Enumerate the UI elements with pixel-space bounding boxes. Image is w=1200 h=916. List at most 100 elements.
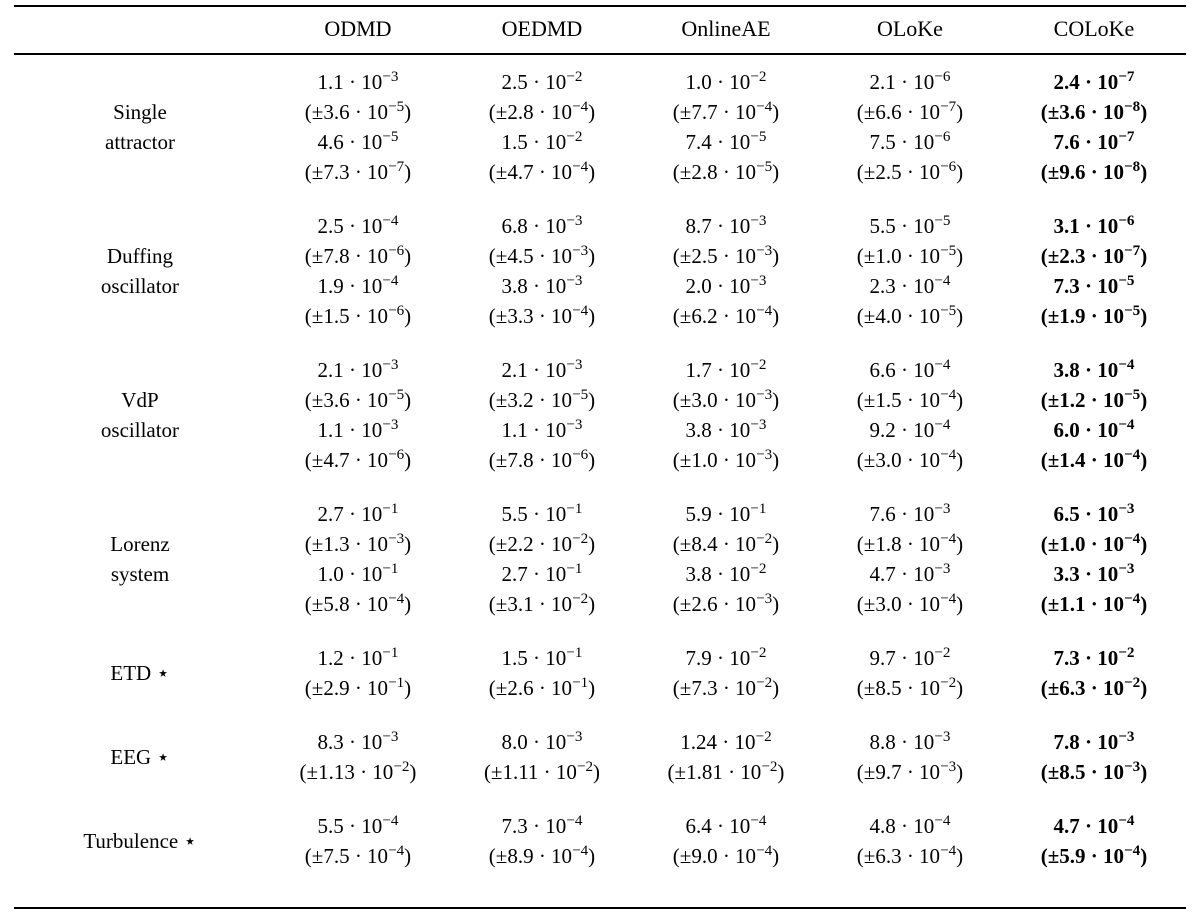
row-label-line: EEG ⋆ <box>110 745 170 769</box>
cell-error-line: (±1.1 · 10−4) <box>1040 591 1148 616</box>
table-cell: 7.3 · 10−2 (±6.3 · 10−2) <box>1002 631 1186 715</box>
cell-value-line: 4.8 · 10−4 <box>869 813 951 838</box>
table-cell: 2.1 · 10−3 (±3.6 · 10−5) 1.1 · 10−3 (±4.7 ·… <box>266 343 450 487</box>
cell-value-line: 1.7 · 10−2 <box>685 357 767 382</box>
cell-value-line: 3.3 · 10−3 <box>1053 561 1135 586</box>
table-cell: 6.6 · 10−4 (±1.5 · 10−4) 9.2 · 10−4 (±3.0 ·… <box>818 343 1002 487</box>
cell-error-line: (±7.3 · 10−2) <box>672 675 780 700</box>
cell-error-line: (±7.8 · 10−6) <box>488 447 596 472</box>
cell-error-line: (±4.0 · 10−5) <box>856 303 964 328</box>
cell-error-line: (±1.3 · 10−3) <box>304 531 412 556</box>
cell-value-line: 1.5 · 10−1 <box>501 645 583 670</box>
cell-error-line: (±2.8 · 10−5) <box>672 159 780 184</box>
cell-error-line: (±2.2 · 10−2) <box>488 531 596 556</box>
cell-error-line: (±3.0 · 10−3) <box>672 387 780 412</box>
cell-value-line: 7.4 · 10−5 <box>685 129 767 154</box>
table-cell: 8.8 · 10−3 (±9.7 · 10−3) <box>818 715 1002 799</box>
row-label: VdP oscillator <box>14 343 266 487</box>
table-cell: 4.8 · 10−4 (±6.3 · 10−4) <box>818 799 1002 908</box>
header-oedmd: OEDMD <box>449 6 634 55</box>
cell-value-line: 1.9 · 10−4 <box>317 273 399 298</box>
cell-value-line: 8.8 · 10−3 <box>869 729 951 754</box>
cell-error-line: (±7.8 · 10−6) <box>304 243 412 268</box>
cell-error-line: (±5.8 · 10−4) <box>304 591 412 616</box>
cell-value-line: 2.7 · 10−1 <box>501 561 583 586</box>
cell-value-line: 3.8 · 10−3 <box>685 417 767 442</box>
table-row: Single attractor 1.1 · 10−3 (±3.6 · 10−5) 4.… <box>14 54 1186 199</box>
cell-value-line: 2.3 · 10−4 <box>869 273 951 298</box>
cell-value-line: 6.8 · 10−3 <box>501 213 583 238</box>
row-label: Turbulence ⋆ <box>14 799 266 908</box>
cell-value-line: 7.5 · 10−6 <box>869 129 951 154</box>
table-row: EEG ⋆ 8.3 · 10−3 (±1.13 · 10−2) 8.0 · 10−3 (… <box>14 715 1186 799</box>
cell-value-line: 1.5 · 10−2 <box>501 129 583 154</box>
cell-value-line: 7.9 · 10−2 <box>685 645 767 670</box>
row-label: Single attractor <box>14 54 266 199</box>
cell-error-line: (±6.2 · 10−4) <box>672 303 780 328</box>
cell-error-line: (±1.5 · 10−4) <box>856 387 964 412</box>
cell-value-line: 7.6 · 10−3 <box>869 501 951 526</box>
table-cell: 6.4 · 10−4 (±9.0 · 10−4) <box>634 799 818 908</box>
cell-error-line: (±3.6 · 10−5) <box>304 387 412 412</box>
table-cell: 7.9 · 10−2 (±7.3 · 10−2) <box>634 631 818 715</box>
row-label-line: ETD ⋆ <box>110 661 170 685</box>
table-cell: 2.7 · 10−1 (±1.3 · 10−3) 1.0 · 10−1 (±5.8 ·… <box>266 487 450 631</box>
row-label-line: attractor <box>105 130 175 154</box>
cell-error-line: (±2.3 · 10−7) <box>1040 243 1148 268</box>
cell-error-line: (±1.0 · 10−3) <box>672 447 780 472</box>
cell-error-line: (±7.5 · 10−4) <box>304 843 412 868</box>
cell-error-line: (±3.6 · 10−8) <box>1040 99 1148 124</box>
cell-value-line: 7.6 · 10−7 <box>1053 129 1135 154</box>
table-cell: 1.7 · 10−2 (±3.0 · 10−3) 3.8 · 10−3 (±1.0 ·… <box>634 343 818 487</box>
cell-error-line: (±6.3 · 10−2) <box>1040 675 1148 700</box>
table-cell: 6.5 · 10−3 (±1.0 · 10−4) 3.3 · 10−3 (±1.1 ·… <box>1002 487 1186 631</box>
cell-value-line: 2.4 · 10−7 <box>1053 69 1135 94</box>
cell-value-line: 4.6 · 10−5 <box>317 129 399 154</box>
row-label-line: oscillator <box>100 274 180 298</box>
cell-error-line: (±9.7 · 10−3) <box>856 759 964 784</box>
cell-value-line: 1.2 · 10−1 <box>317 645 399 670</box>
cell-value-line: 1.0 · 10−2 <box>685 69 767 94</box>
cell-value-line: 2.0 · 10−3 <box>685 273 767 298</box>
cell-error-line: (±4.7 · 10−4) <box>488 159 596 184</box>
cell-value-line: 9.2 · 10−4 <box>869 417 951 442</box>
row-label-line: Turbulence ⋆ <box>83 829 197 853</box>
cell-value-line: 7.8 · 10−3 <box>1053 729 1135 754</box>
cell-value-line: 2.1 · 10−3 <box>501 357 583 382</box>
cell-value-line: 6.4 · 10−4 <box>685 813 767 838</box>
table-cell: 2.5 · 10−4 (±7.8 · 10−6) 1.9 · 10−4 (±1.5 ·… <box>266 199 450 343</box>
cell-value-line: 1.0 · 10−1 <box>317 561 399 586</box>
table-cell: 1.5 · 10−1 (±2.6 · 10−1) <box>450 631 634 715</box>
cell-error-line: (±3.2 · 10−5) <box>488 387 596 412</box>
row-label-line: VdP <box>121 388 159 412</box>
cell-error-line: (±8.9 · 10−4) <box>488 843 596 868</box>
table-cell: 2.5 · 10−2 (±2.8 · 10−4) 1.5 · 10−2 (±4.7 ·… <box>450 54 634 199</box>
table-row: Turbulence ⋆ 5.5 · 10−4 (±7.5 · 10−4) 7.3 ·… <box>14 799 1186 908</box>
table-cell: 5.5 · 10−4 (±7.5 · 10−4) <box>266 799 450 908</box>
table-cell: 7.3 · 10−4 (±8.9 · 10−4) <box>450 799 634 908</box>
cell-value-line: 3.1 · 10−6 <box>1053 213 1135 238</box>
table-cell: 6.8 · 10−3 (±4.5 · 10−3) 3.8 · 10−3 (±3.3 ·… <box>450 199 634 343</box>
header-row: ODMD OEDMD OnlineAE OLoKe COLoKe <box>14 6 1186 55</box>
table-cell: 8.3 · 10−3 (±1.13 · 10−2) <box>266 715 450 799</box>
cell-error-line: (±7.3 · 10−7) <box>304 159 412 184</box>
table-cell: 7.8 · 10−3 (±8.5 · 10−3) <box>1002 715 1186 799</box>
cell-error-line: (±7.7 · 10−4) <box>672 99 780 124</box>
cell-value-line: 5.9 · 10−1 <box>685 501 767 526</box>
cell-value-line: 2.5 · 10−4 <box>317 213 399 238</box>
cell-error-line: (±3.6 · 10−5) <box>304 99 412 124</box>
cell-error-line: (±1.4 · 10−4) <box>1040 447 1148 472</box>
cell-error-line: (±1.5 · 10−6) <box>304 303 412 328</box>
cell-error-line: (±1.0 · 10−5) <box>856 243 964 268</box>
cell-value-line: 4.7 · 10−4 <box>1053 813 1135 838</box>
table-cell: 2.1 · 10−6 (±6.6 · 10−7) 7.5 · 10−6 (±2.5 ·… <box>818 54 1002 199</box>
cell-value-line: 9.7 · 10−2 <box>869 645 951 670</box>
header-empty-cell <box>14 6 266 55</box>
cell-error-line: (±9.0 · 10−4) <box>672 843 780 868</box>
cell-value-line: 8.3 · 10−3 <box>317 729 399 754</box>
cell-error-line: (±1.0 · 10−4) <box>1040 531 1148 556</box>
cell-value-line: 6.5 · 10−3 <box>1053 501 1135 526</box>
cell-value-line: 1.1 · 10−3 <box>317 69 399 94</box>
header-odmd: ODMD <box>265 6 450 55</box>
cell-error-line: (±9.6 · 10−8) <box>1040 159 1148 184</box>
